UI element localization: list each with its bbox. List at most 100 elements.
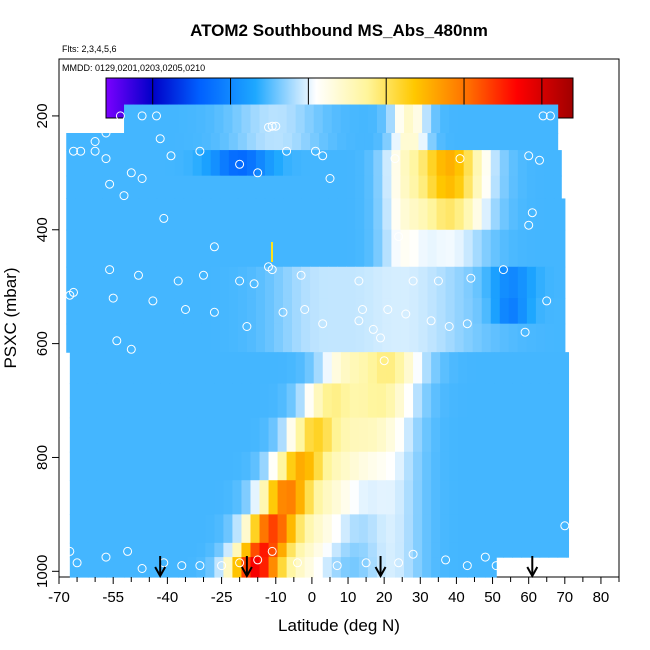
heatmap-cell bbox=[268, 451, 279, 481]
heatmap-cell bbox=[84, 298, 94, 325]
heatmap-cell bbox=[66, 198, 76, 231]
heatmap-cell bbox=[503, 383, 514, 419]
heatmap-cell bbox=[553, 229, 564, 268]
heatmap-cell bbox=[512, 514, 523, 544]
heatmap-cell bbox=[286, 451, 297, 481]
heatmap-cell bbox=[373, 266, 383, 299]
heatmap-cell bbox=[481, 229, 492, 268]
heatmap-cell bbox=[183, 175, 194, 200]
sample-point bbox=[137, 564, 147, 573]
heatmap-cell bbox=[214, 542, 224, 558]
heatmap-cell bbox=[490, 229, 501, 268]
heatmap-cell bbox=[503, 104, 514, 134]
heatmap-cell bbox=[214, 480, 224, 515]
heatmap-cell bbox=[219, 266, 230, 299]
heatmap-cell bbox=[192, 298, 203, 325]
heatmap-cell bbox=[232, 383, 243, 419]
heatmap-cell bbox=[174, 266, 185, 299]
heatmap-cell bbox=[458, 514, 468, 544]
heatmap-cell bbox=[490, 323, 501, 353]
heatmap-cell bbox=[138, 198, 149, 231]
heatmap-layers bbox=[66, 104, 570, 578]
sample-point bbox=[173, 276, 183, 286]
heatmap-cell bbox=[566, 417, 570, 453]
heatmap-cell bbox=[440, 352, 450, 385]
heatmap-cell bbox=[304, 104, 315, 134]
heatmap-cell bbox=[313, 104, 324, 134]
heatmap-cell bbox=[75, 323, 85, 353]
heatmap-cell bbox=[436, 298, 447, 325]
heatmap-cell bbox=[395, 480, 405, 515]
heatmap-cell bbox=[66, 323, 76, 353]
heatmap-cell bbox=[322, 352, 333, 385]
heatmap-cell bbox=[485, 480, 495, 515]
heatmap-cell bbox=[449, 557, 459, 578]
heatmap-cell bbox=[124, 417, 134, 453]
sample-point bbox=[112, 336, 122, 346]
sample-point bbox=[69, 146, 78, 156]
heatmap-cell bbox=[192, 198, 203, 231]
heatmap-cell bbox=[259, 104, 270, 134]
heatmap-cell bbox=[183, 229, 194, 268]
heatmap-cell bbox=[187, 352, 197, 385]
heatmap-cell bbox=[494, 514, 504, 544]
heatmap-cell bbox=[422, 542, 432, 558]
heatmap-cell bbox=[111, 198, 122, 231]
heatmap-cell bbox=[210, 229, 221, 268]
heatmap-cell bbox=[301, 133, 311, 151]
heatmap-cell bbox=[395, 417, 405, 453]
heatmap-cell bbox=[219, 323, 230, 353]
heatmap-cell bbox=[467, 417, 477, 453]
heatmap-cell bbox=[102, 198, 112, 231]
heatmap-cell bbox=[111, 323, 122, 353]
heatmap-cell bbox=[521, 514, 532, 544]
heatmap-cell bbox=[246, 175, 257, 200]
heatmap-cell bbox=[355, 229, 365, 268]
sample-point bbox=[76, 146, 86, 156]
heatmap-cell bbox=[382, 150, 392, 177]
heatmap-cell bbox=[413, 451, 423, 481]
heatmap-cell bbox=[169, 451, 179, 481]
sample-point bbox=[235, 276, 245, 286]
heatmap-cell bbox=[422, 451, 432, 481]
heatmap-cell bbox=[295, 514, 306, 544]
heatmap-cell bbox=[169, 104, 179, 134]
heatmap-cell bbox=[237, 198, 248, 231]
heatmap-cell bbox=[78, 557, 89, 578]
heatmap-cell bbox=[521, 451, 532, 481]
heatmap-cell bbox=[391, 133, 402, 151]
heatmap-cell bbox=[508, 175, 519, 200]
heatmap-cell bbox=[142, 542, 152, 558]
heatmap-cell bbox=[169, 383, 179, 419]
sample-point bbox=[115, 111, 125, 121]
heatmap-cell bbox=[174, 198, 185, 231]
heatmap-cell bbox=[304, 514, 315, 544]
heatmap-cell bbox=[490, 133, 501, 151]
heatmap-cell bbox=[395, 514, 405, 544]
heatmap-cell bbox=[147, 298, 158, 325]
heatmap-cell bbox=[436, 198, 447, 231]
heatmap-cell bbox=[517, 323, 528, 353]
heatmap-cell bbox=[120, 298, 131, 325]
heatmap-cell bbox=[521, 383, 532, 419]
heatmap-cell bbox=[138, 298, 149, 325]
heatmap-cell bbox=[431, 542, 441, 558]
heatmap-cell bbox=[178, 383, 188, 419]
sample-point bbox=[264, 122, 273, 132]
heatmap-cell bbox=[494, 417, 504, 453]
heatmap-cell bbox=[346, 150, 356, 177]
heatmap-cell bbox=[445, 298, 456, 325]
heatmap-cell bbox=[174, 229, 185, 268]
heatmap-cell bbox=[445, 323, 456, 353]
heatmap-cell bbox=[517, 150, 528, 177]
heatmap-cell bbox=[133, 352, 143, 385]
heatmap-cell bbox=[404, 352, 414, 385]
heatmap-cell bbox=[228, 298, 239, 325]
heatmap-cell bbox=[147, 133, 158, 151]
heatmap-cell bbox=[169, 352, 179, 385]
heatmap-cell bbox=[187, 104, 197, 134]
heatmap-cell bbox=[499, 150, 510, 177]
heatmap-cell bbox=[210, 323, 221, 353]
heatmap-cell bbox=[322, 104, 333, 134]
heatmap-cell bbox=[508, 323, 519, 353]
